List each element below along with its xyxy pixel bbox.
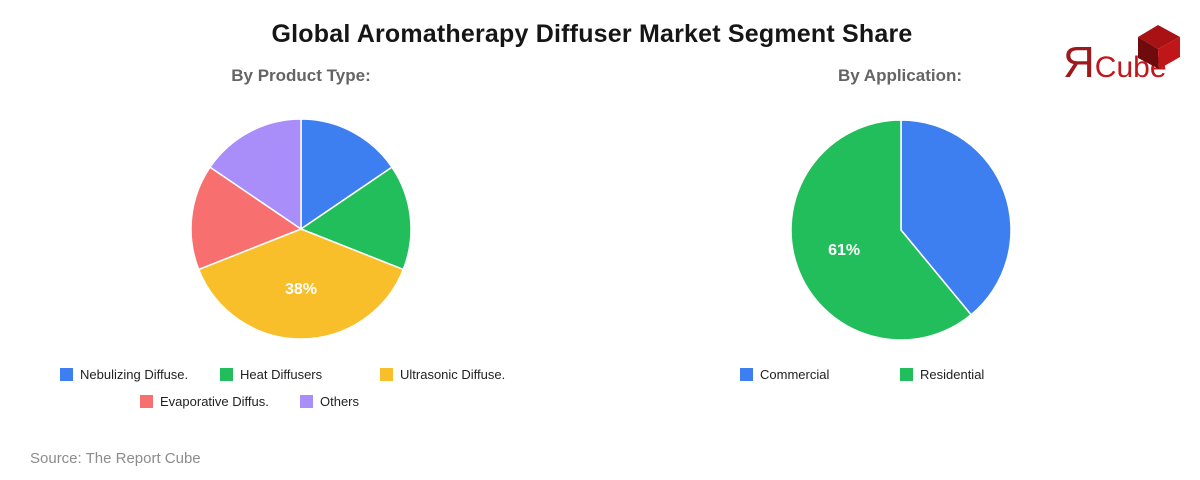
- legend-color-swatch: [740, 368, 753, 381]
- legend-item-residential[interactable]: Residential: [900, 367, 1060, 382]
- legend-item-others[interactable]: Others: [300, 394, 460, 409]
- legend-label: Ultrasonic Diffuse.: [400, 367, 506, 382]
- legend-label: Commercial: [760, 367, 830, 382]
- application-legend: Commercial Residential: [740, 361, 1060, 388]
- legend-label: Residential: [920, 367, 985, 382]
- legend-item-evaporative-diffus[interactable]: Evaporative Diffus.: [140, 394, 300, 409]
- page-title: Global Aromatherapy Diffuser Market Segm…: [271, 20, 913, 48]
- pie-slice-commercial[interactable]: [900, 119, 1012, 316]
- legend-color-swatch: [220, 368, 233, 381]
- pie-slice-ultrasonic-diffuse[interactable]: [197, 228, 405, 340]
- logo-reversed-r: Я: [1063, 38, 1095, 87]
- pie-slice-evaporative-diffus[interactable]: [190, 166, 303, 271]
- legend-color-swatch: [60, 368, 73, 381]
- legend-color-swatch: [300, 395, 313, 408]
- legend-label: Evaporative Diffus.: [160, 394, 269, 409]
- product-type-legend: Nebulizing Diffuse. Heat Diffusers Ultraso…: [60, 361, 540, 415]
- legend-item-nebulizing-diffuse[interactable]: Nebulizing Diffuse.: [60, 367, 220, 382]
- application-pie-chart[interactable]: 61%: [786, 115, 1016, 345]
- pie-slice-heat-diffusers[interactable]: [299, 166, 412, 271]
- legend-item-heat-diffusers[interactable]: Heat Diffusers: [220, 367, 380, 382]
- cube-icon: [1138, 25, 1180, 69]
- legend-item-commercial[interactable]: Commercial: [740, 367, 900, 382]
- product-type-pie-chart[interactable]: 38%: [186, 114, 416, 344]
- legend-label: Heat Diffusers: [240, 367, 323, 382]
- legend-item-ultrasonic-diffuse[interactable]: Ultrasonic Diffuse.: [380, 367, 540, 382]
- product-type-subtitle: By Product Type:: [231, 66, 371, 85]
- pie-slice-others[interactable]: [208, 118, 302, 231]
- application-subtitle: By Application:: [837, 66, 963, 85]
- pie-slice-residential[interactable]: [790, 119, 973, 341]
- legend-row: Evaporative Diffus. Others: [140, 388, 540, 415]
- legend-color-swatch: [140, 395, 153, 408]
- pie-slice-value-label: 38%: [285, 281, 317, 298]
- legend-label: Nebulizing Diffuse.: [80, 367, 189, 382]
- legend-row: Nebulizing Diffuse. Heat Diffusers Ultraso…: [60, 361, 540, 388]
- legend-color-swatch: [380, 368, 393, 381]
- legend-label: Others: [320, 394, 360, 409]
- legend-color-swatch: [900, 368, 913, 381]
- source-text: Source: The Report Cube: [30, 450, 201, 467]
- legend-row: Commercial Residential: [740, 361, 1060, 388]
- pie-slice-nebulizing-diffuse[interactable]: [300, 118, 394, 231]
- pie-slice-value-label: 61%: [828, 242, 860, 259]
